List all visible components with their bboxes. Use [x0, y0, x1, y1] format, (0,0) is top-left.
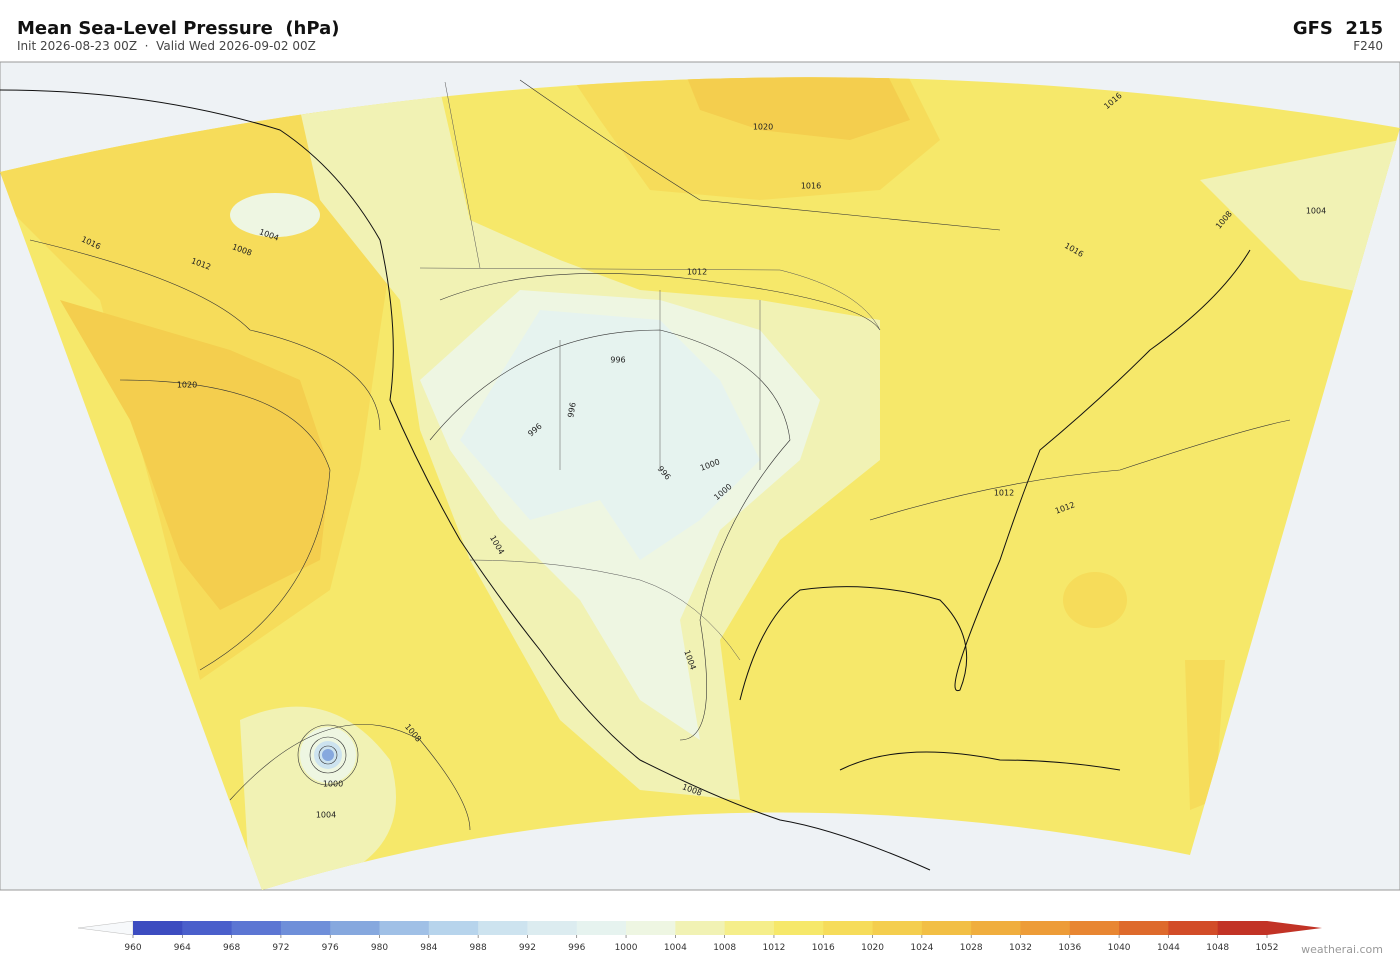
colorbar-tick-label: 1052 — [1256, 943, 1279, 953]
colorbar-segment — [428, 921, 479, 935]
contours — [29, 79, 1291, 831]
contour-label: 1012 — [994, 489, 1014, 498]
colorbar-tick-label: 1044 — [1157, 943, 1180, 953]
colorbar-tick-label: 1040 — [1108, 943, 1131, 953]
colorbar-extend-high — [1267, 921, 1322, 935]
colorbar-segment — [971, 921, 1021, 935]
contour-label: 1004 — [1306, 207, 1326, 216]
colorbar-tick-label: 1024 — [910, 943, 933, 953]
colorbar: 960 964 968 972 976 980 984 988 992 996 1000 1004 10… — [77, 920, 1322, 953]
contour-label: 996 — [566, 402, 578, 419]
coastlines — [0, 89, 1251, 871]
colorbar-tick-label: 1000 — [615, 943, 638, 953]
colorbar-segment — [823, 921, 874, 935]
colorbar-segment — [379, 921, 430, 935]
colorbar-tick-label: 1008 — [713, 943, 736, 953]
colorbar-tick-label: 1012 — [763, 943, 786, 953]
forecast-hour: F240 — [1353, 39, 1383, 53]
colorbar-segment — [1119, 921, 1169, 935]
colorbar-tick-label: 972 — [272, 943, 289, 953]
colorbar-tick-label: 1004 — [664, 943, 687, 953]
colorbar-tick-label: 980 — [371, 943, 388, 953]
contour-label: 1004 — [316, 811, 336, 820]
colorbar-segment — [280, 921, 331, 935]
colorbar-segment — [1217, 921, 1268, 935]
colorbar-tick-label: 996 — [568, 943, 585, 953]
colorbar-segment — [133, 921, 183, 935]
subtitle: Init 2026-08-23 00Z · Valid Wed 2026-09-… — [17, 39, 316, 53]
contour-label: 1020 — [177, 381, 197, 390]
colorbar-segment — [921, 921, 972, 935]
colorbar-segment — [1069, 921, 1120, 935]
contour-label: 996 — [610, 356, 625, 365]
colorbar-segment — [478, 921, 528, 935]
colorbar-tick-label: 988 — [470, 943, 487, 953]
colorbar-segment — [527, 921, 578, 935]
colorbar-segment — [626, 921, 676, 935]
watermark: weatherai.com — [1301, 943, 1383, 956]
title: Mean Sea-Level Pressure (hPa) — [17, 18, 339, 39]
contour-label: 1012 — [687, 268, 707, 277]
colorbar-tick-label: 964 — [174, 943, 191, 953]
colorbar-segment — [675, 921, 726, 935]
colorbar-extend-low — [77, 920, 134, 936]
colorbar-segment — [872, 921, 923, 935]
colorbar-segment — [773, 921, 824, 935]
model: GFS 215 — [1293, 18, 1383, 39]
colorbar-tick-label: 1016 — [812, 943, 835, 953]
colorbar-tick-label: 968 — [223, 943, 240, 953]
colorbar-segment — [231, 921, 282, 935]
colorbar-segment — [182, 921, 233, 935]
colorbar-tick-label: 984 — [420, 943, 437, 953]
colorbar-segment — [576, 921, 627, 935]
colorbar-segment — [724, 921, 775, 935]
contour-label: 1000 — [323, 780, 343, 789]
colorbar-tick-label: 1028 — [960, 943, 983, 953]
colorbar-tick-label: 992 — [519, 943, 536, 953]
borders — [419, 81, 881, 661]
colorbar-segment — [1168, 921, 1219, 935]
colorbar-segment — [1020, 921, 1071, 935]
colorbar-tick-label: 976 — [322, 943, 339, 953]
colorbar-tick-label: 1020 — [861, 943, 884, 953]
colorbar-segment — [330, 921, 381, 935]
contour-label: 1016 — [801, 182, 821, 191]
contour-label: 1020 — [753, 123, 773, 132]
colorbar-tick-label: 1048 — [1206, 943, 1229, 953]
colorbar-tick-label: 1036 — [1058, 943, 1081, 953]
colorbar-tick-label: 1032 — [1009, 943, 1032, 953]
colorbar-tick-label: 960 — [124, 943, 141, 953]
